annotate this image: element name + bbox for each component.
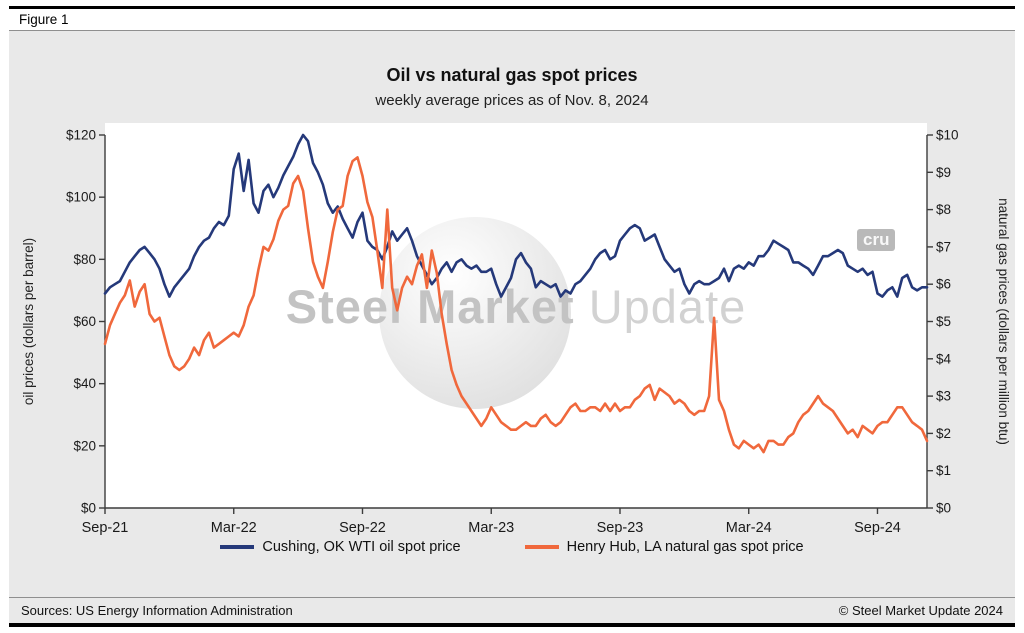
top-rule	[9, 6, 1015, 9]
watermark-text-light: Update	[588, 280, 747, 333]
right-axis-tick-label: $5	[936, 314, 951, 329]
watermark-text: Steel Market Update	[105, 283, 927, 330]
right-axis-tick-label: $2	[936, 426, 951, 441]
left-axis-tick-label: $80	[73, 252, 96, 267]
footer-sources: Sources: US Energy Information Administr…	[21, 603, 293, 618]
chart-panel: Oil vs natural gas spot prices weekly av…	[9, 31, 1015, 597]
chart-subtitle: weekly average prices as of Nov. 8, 2024	[375, 92, 649, 109]
x-axis-tick-label: Mar-24	[726, 520, 772, 535]
right-axis-tick-label: $0	[936, 501, 951, 516]
bottom-rule	[9, 623, 1015, 627]
footer: Sources: US Energy Information Administr…	[9, 598, 1015, 623]
right-axis-tick-label: $4	[936, 351, 952, 366]
right-axis-tick-label: $8	[936, 202, 951, 217]
chart-title: Oil vs natural gas spot prices	[386, 65, 638, 85]
henry-hub-gas-legend-label: Henry Hub, LA natural gas spot price	[566, 539, 804, 555]
figure-label: Figure 1	[19, 12, 69, 27]
left-axis-tick-label: $20	[73, 438, 96, 453]
right-axis-tick-label: $3	[936, 389, 951, 404]
footer-copyright: © Steel Market Update 2024	[838, 603, 1003, 618]
left-axis-tick-label: $120	[66, 128, 96, 143]
legend-item-wti-oil: Cushing, OK WTI oil spot price	[220, 539, 461, 555]
divider-bottom	[9, 597, 1015, 598]
x-axis-tick-label: Mar-22	[211, 520, 257, 535]
watermark-text-bold: Steel Market	[285, 280, 575, 333]
x-axis-tick-label: Sep-23	[597, 520, 644, 535]
right-axis-tick-label: $1	[936, 463, 951, 478]
watermark-cru-badge: cru	[857, 229, 896, 251]
legend-item-henry-hub-gas: Henry Hub, LA natural gas spot price	[524, 539, 804, 555]
watermark: Steel Market Update cru	[105, 123, 927, 508]
right-axis-tick-label: $6	[936, 277, 951, 292]
figure-label-row: Figure 1	[9, 9, 1015, 30]
wti-oil-line	[103, 133, 929, 298]
left-axis-tick-label: $100	[66, 190, 96, 205]
wti-oil-swatch	[220, 545, 255, 549]
right-axis-title: natural gas prices (dollars per million …	[996, 198, 1011, 445]
x-axis-tick-label: Sep-22	[339, 520, 386, 535]
right-axis-tick-label: $7	[936, 239, 951, 254]
left-axis-tick-label: $40	[73, 376, 96, 391]
oil-gas-price-chart: $0 $20 $40 $60 $80 $100 $120 $0 $1 $2 $3 $4 $5 $6 $7 $8…	[21, 128, 1011, 536]
chart-area: Steel Market Update cru $0 $20 $40 $60 $80 $1…	[9, 123, 1015, 535]
right-axis-tick-label: $10	[936, 128, 959, 143]
left-axis-tick-label: $0	[81, 501, 96, 516]
henry-hub-gas-swatch	[524, 545, 559, 549]
wti-oil-legend-label: Cushing, OK WTI oil spot price	[262, 539, 461, 555]
left-axis-tick-label: $60	[73, 314, 96, 329]
chart-legend: Cushing, OK WTI oil spot price Henry Hub…	[9, 539, 1015, 555]
divider-top	[9, 30, 1015, 31]
henry-hub-gas-line	[103, 156, 929, 454]
left-axis-title: oil prices (dollars per barrel)	[21, 238, 36, 405]
watermark-globe-icon	[379, 217, 571, 409]
x-axis-tick-label: Sep-21	[82, 520, 129, 535]
x-axis-tick-label: Mar-23	[468, 520, 514, 535]
x-axis-tick-label: Sep-24	[854, 520, 901, 535]
right-axis-tick-label: $9	[936, 165, 951, 180]
